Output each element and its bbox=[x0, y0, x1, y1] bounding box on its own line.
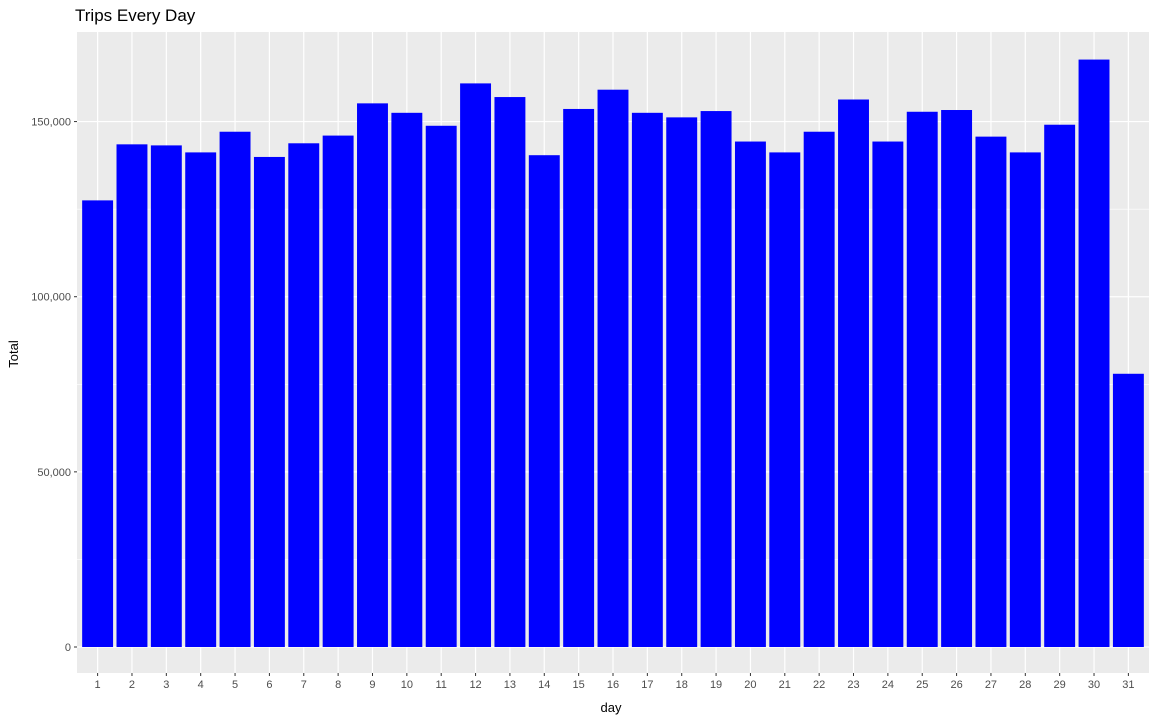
bar-day-9 bbox=[357, 103, 388, 648]
x-tick-label: 8 bbox=[335, 679, 341, 691]
bar-day-16 bbox=[597, 89, 629, 647]
bar-day-12 bbox=[460, 83, 492, 648]
x-tick-label: 17 bbox=[641, 679, 653, 691]
bar-day-6 bbox=[253, 156, 285, 647]
x-tick-label: 15 bbox=[573, 679, 585, 691]
x-tick-label: 22 bbox=[813, 679, 825, 691]
bar-day-31 bbox=[1112, 373, 1144, 647]
bar-day-1 bbox=[82, 200, 114, 647]
bar-day-21 bbox=[769, 152, 801, 647]
x-tick-label: 20 bbox=[744, 679, 756, 691]
x-tick-label: 16 bbox=[607, 679, 619, 691]
bar-day-28 bbox=[1009, 152, 1041, 647]
x-tick-label: 19 bbox=[710, 679, 722, 691]
y-tick-label: 0 bbox=[65, 642, 71, 654]
y-tick-label: 150,000 bbox=[31, 117, 71, 129]
bar-day-29 bbox=[1044, 124, 1076, 647]
x-tick-label: 12 bbox=[469, 679, 481, 691]
x-axis-label: day bbox=[601, 700, 622, 715]
x-tick-label: 26 bbox=[950, 679, 962, 691]
x-tick-label: 25 bbox=[916, 679, 928, 691]
x-tick-label: 23 bbox=[847, 679, 859, 691]
x-tick-label: 11 bbox=[435, 679, 446, 691]
bar-day-15 bbox=[563, 108, 595, 648]
bar-day-4 bbox=[185, 152, 217, 647]
x-tick-label: 2 bbox=[129, 679, 135, 691]
bars bbox=[82, 59, 1144, 648]
x-tick-label: 28 bbox=[1019, 679, 1031, 691]
x-tick-label: 14 bbox=[538, 679, 550, 691]
bar-day-11 bbox=[425, 125, 457, 648]
bar-day-2 bbox=[116, 144, 148, 647]
bar-day-23 bbox=[838, 99, 869, 648]
x-tick-label: 10 bbox=[401, 679, 413, 691]
x-tick-label: 5 bbox=[232, 679, 238, 691]
x-tick-label: 18 bbox=[676, 679, 688, 691]
bar-day-20 bbox=[734, 141, 766, 647]
bar-day-10 bbox=[391, 112, 423, 648]
bar-day-27 bbox=[975, 136, 1007, 647]
x-axis: 1 2 3 4 5 6 7 8 9 10 11 12 13 14 15 16 17 18 19 20 21 22 23 24 2… bbox=[95, 673, 1135, 691]
x-tick-label: 29 bbox=[1054, 679, 1066, 691]
y-axis-label: Total bbox=[6, 340, 21, 368]
y-tick-label: 100,000 bbox=[31, 292, 71, 304]
bar-day-26 bbox=[941, 110, 973, 647]
x-tick-label: 7 bbox=[301, 679, 307, 691]
bar-day-8 bbox=[322, 135, 354, 647]
x-tick-label: 31 bbox=[1122, 679, 1134, 691]
bar-day-7 bbox=[288, 143, 320, 648]
bar-day-22 bbox=[803, 131, 835, 647]
bar-day-3 bbox=[150, 145, 182, 647]
y-axis: 0 50,000 100,000 150,000 bbox=[31, 117, 77, 654]
x-tick-label: 1 bbox=[95, 679, 101, 691]
bar-day-13 bbox=[494, 97, 526, 647]
bar-day-14 bbox=[528, 155, 560, 647]
bar-day-5 bbox=[219, 131, 251, 647]
bar-day-18 bbox=[666, 117, 698, 648]
bar-day-17 bbox=[631, 112, 663, 648]
bar-day-25 bbox=[906, 111, 938, 647]
chart-title: Trips Every Day bbox=[75, 6, 196, 25]
x-tick-label: 27 bbox=[985, 679, 997, 691]
bar-day-30 bbox=[1078, 59, 1110, 647]
x-tick-label: 24 bbox=[882, 679, 894, 691]
bar-day-24 bbox=[872, 141, 904, 647]
x-tick-label: 21 bbox=[779, 679, 791, 691]
x-tick-label: 6 bbox=[266, 679, 272, 691]
x-tick-label: 9 bbox=[369, 679, 375, 691]
x-tick-label: 4 bbox=[198, 679, 204, 691]
bar-day-19 bbox=[700, 111, 732, 647]
x-tick-label: 30 bbox=[1088, 679, 1100, 691]
x-tick-label: 13 bbox=[504, 679, 516, 691]
x-tick-label: 3 bbox=[163, 679, 169, 691]
y-tick-label: 50,000 bbox=[37, 467, 71, 479]
